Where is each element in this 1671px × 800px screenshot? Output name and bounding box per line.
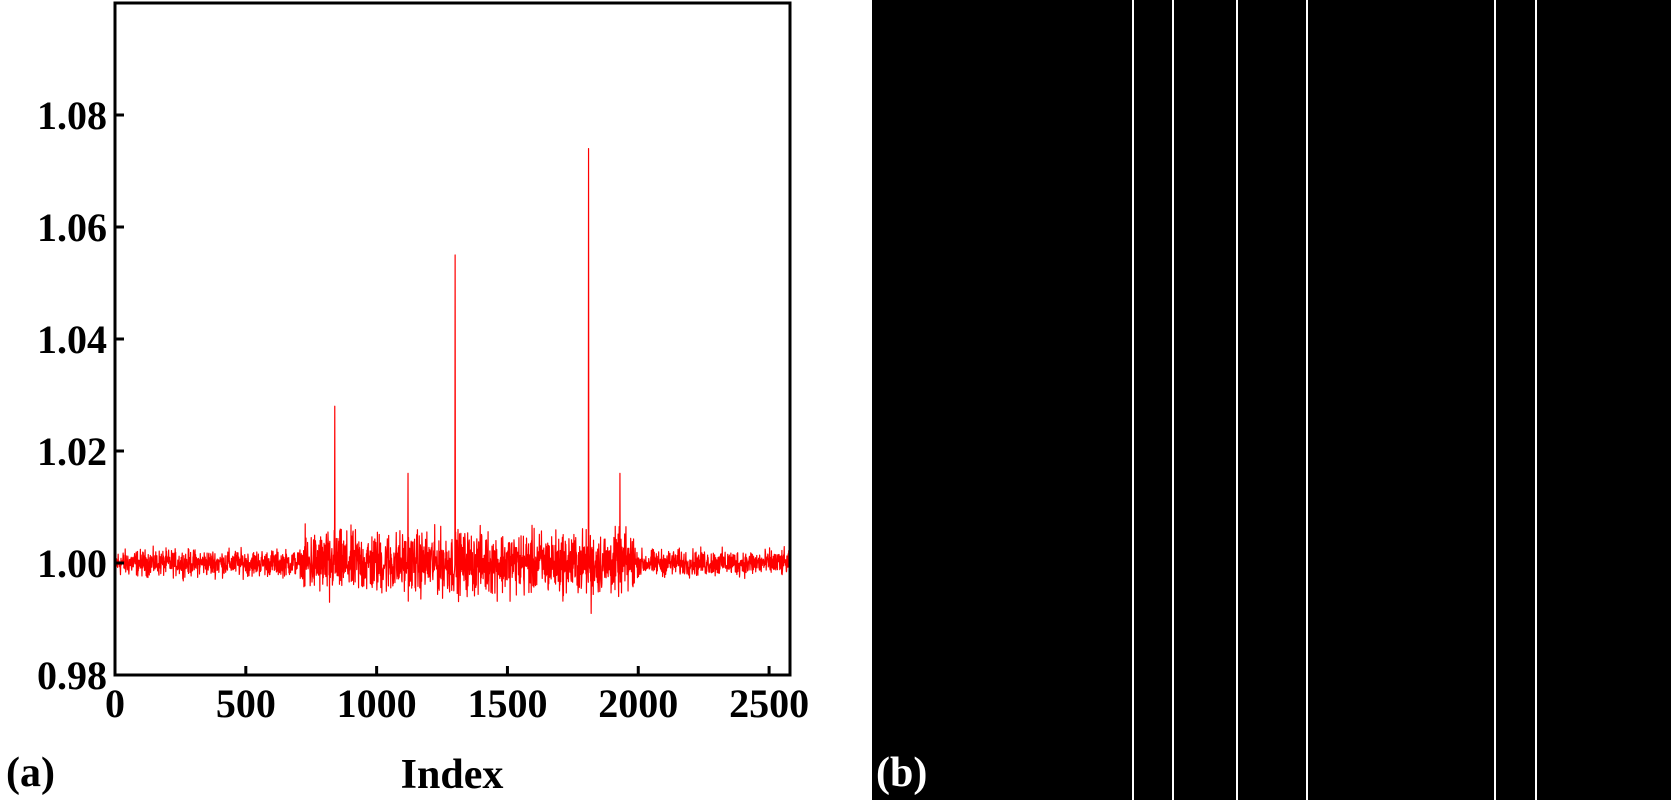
panel-label-b: (b) [876,750,928,796]
panel-label-a: (a) [6,750,55,796]
y-tick-label: 1.04 [37,317,107,362]
y-tick-label: 1.08 [37,93,107,138]
stripe [1534,0,1537,800]
y-tick-label: 1.00 [37,541,107,586]
y-tick-label: 1.06 [37,205,107,250]
stripe [1235,0,1238,800]
stripe [1132,0,1135,800]
series-line [114,148,791,615]
y-axis: 0.98 1.00 1.02 1.04 1.06 1.08 [37,93,124,698]
x-tick-label: 500 [216,681,276,726]
x-tick-label: 1500 [467,681,547,726]
series-group [114,148,791,615]
x-axis-title: Index [401,752,504,798]
stripe [1305,0,1308,800]
stripe [1172,0,1175,800]
y-tick-label: 1.02 [37,429,107,474]
panel-b-image: (b) [872,0,1671,800]
plot-frame [113,1,792,677]
stripe [1494,0,1497,800]
x-tick-label: 0 [105,681,125,726]
x-tick-label: 2000 [598,681,678,726]
x-tick-label: 1000 [337,681,417,726]
x-tick-label: 2500 [729,681,809,726]
y-tick-label: 0.98 [37,653,107,698]
x-axis: 0 500 1000 1500 2000 2500 [105,666,809,726]
